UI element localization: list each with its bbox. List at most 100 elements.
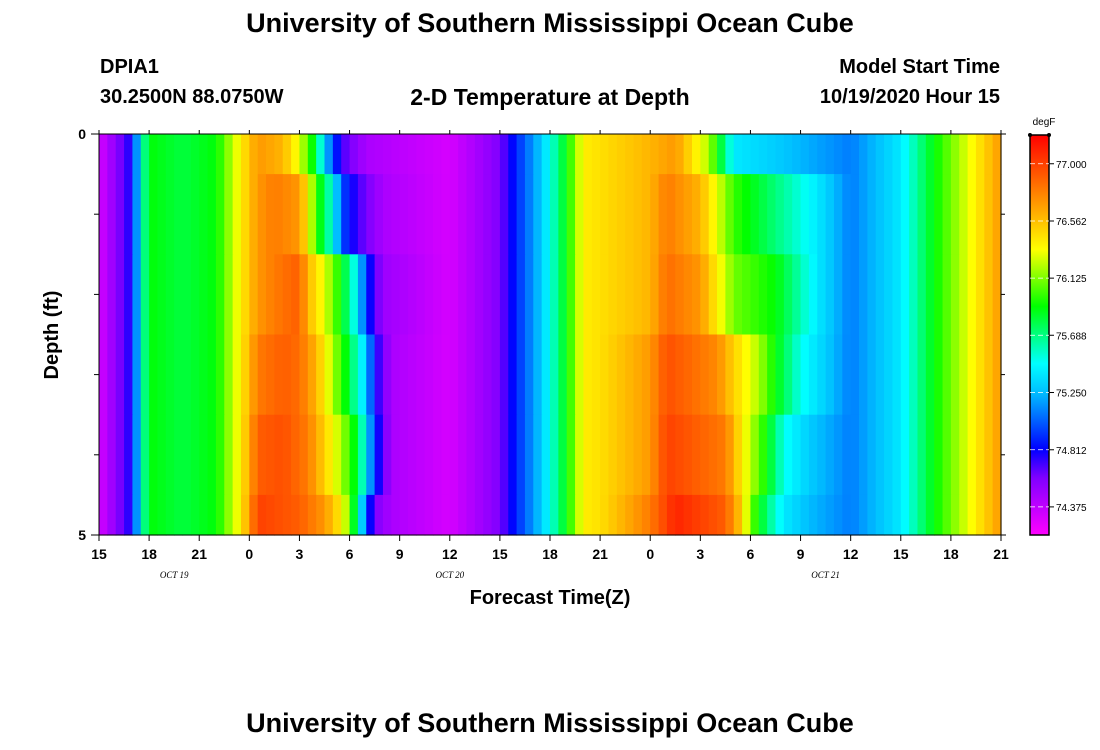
heatmap-cell [240,134,250,175]
x-tick-label: 12 [442,546,458,562]
heatmap-cell [917,174,927,255]
heatmap-cell [132,134,142,175]
heatmap-cell [416,334,426,416]
heatmap-cell [433,334,443,416]
heatmap-cell [207,334,217,416]
heatmap-cell [708,174,718,255]
heatmap-cell [424,134,434,175]
heatmap-cell [884,334,894,416]
heatmap-cell [215,254,225,336]
heatmap-cell [600,174,610,255]
heatmap-cell [316,414,326,496]
date-label: OCT 21 [811,570,840,580]
heatmap-cell [808,414,818,496]
heatmap-cell [575,134,585,175]
heatmap-cell [992,494,1002,536]
heatmap-cell [725,134,735,175]
heatmap-cell [332,254,342,336]
heatmap-cell [249,134,259,175]
heatmap-cell [240,254,250,336]
heatmap-cell [633,414,643,496]
heatmap-cell [984,334,994,416]
heatmap-cell [842,174,852,255]
heatmap-cell [975,134,985,175]
heatmap-cell [357,334,367,416]
heatmap-cell [767,494,777,536]
heatmap-cell [491,414,501,496]
station-coordinates: 30.2500N 88.0750W [100,86,284,108]
heatmap-cell [575,334,585,416]
heatmap-cell [975,254,985,336]
heatmap-cell [466,174,476,255]
heatmap-cell [550,414,559,496]
heatmap-cell [808,134,818,175]
heatmap-cell [215,494,225,536]
heatmap-cell [833,254,843,336]
heatmap-cell [917,494,927,536]
heatmap-cell [934,254,944,336]
heatmap-cell [967,414,977,496]
heatmap-cell [157,414,167,496]
heatmap-cell [909,334,919,416]
heatmap-cell [249,174,259,255]
heatmap-cell [675,254,685,336]
heatmap-cell [382,174,392,255]
heatmap-cell [483,174,493,255]
heatmap-cell [516,414,526,496]
heatmap-cell [842,494,852,536]
heatmap-cell [499,334,509,416]
heatmap-cell [466,334,476,416]
heatmap-cell [658,494,668,536]
heatmap-cell [332,334,342,416]
heatmap-cell [299,334,309,416]
heatmap-cell [558,414,568,496]
heatmap-cell [950,494,960,536]
heatmap-cell [349,134,359,175]
heatmap-cell [324,254,334,336]
heatmap-cell [182,254,192,336]
heatmap-cell [115,134,125,175]
heatmap-cell [750,414,760,496]
heatmap-cell [616,494,626,536]
heatmap-cell [424,174,434,255]
heatmap-cell [867,254,877,336]
colorbar: degF 74.375 74.812 75.250 75.688 76.125 76.56… [1028,117,1087,536]
heatmap-cell [508,134,518,175]
heatmap-cell [508,174,518,255]
heatmap-cell [282,134,292,175]
heatmap-cell [433,254,443,336]
heatmap-cell [341,134,351,175]
heatmap-cell [207,174,217,255]
heatmap-cell [132,414,142,496]
heatmap-cell [859,134,868,175]
heatmap-cell [959,254,969,336]
colorbar-tick-label: 74.812 [1056,446,1087,457]
heatmap-cell [725,334,735,416]
heatmap-cell [641,174,651,255]
heatmap-cell [675,334,685,416]
heatmap-cell [875,414,885,496]
heatmap-cell [382,134,392,175]
heatmap-cell [984,414,994,496]
heatmap-cell [416,174,426,255]
heatmap-cell [808,494,818,536]
heatmap-cell [249,254,259,336]
heatmap-cell [341,494,351,536]
colorbar-ticks: 74.375 74.812 75.250 75.688 76.125 76.562 77.0… [1028,133,1087,514]
heatmap-cell [708,494,718,536]
heatmap-cell [583,414,593,496]
heatmap-cell [700,334,710,416]
heatmap-cell [366,494,376,536]
heatmap-cell [691,134,701,175]
x-tick-label: 12 [843,546,859,562]
heatmap-cell [792,174,802,255]
heatmap-cell [625,174,635,255]
heatmap-cell [742,494,752,536]
heatmap-cell [307,334,317,416]
heatmap-cell [299,134,309,175]
heatmap-cell [683,414,693,496]
heatmap-cell [925,134,935,175]
heatmap-cell [909,134,919,175]
heatmap-cell [783,254,793,336]
heatmap-cell [274,334,284,416]
